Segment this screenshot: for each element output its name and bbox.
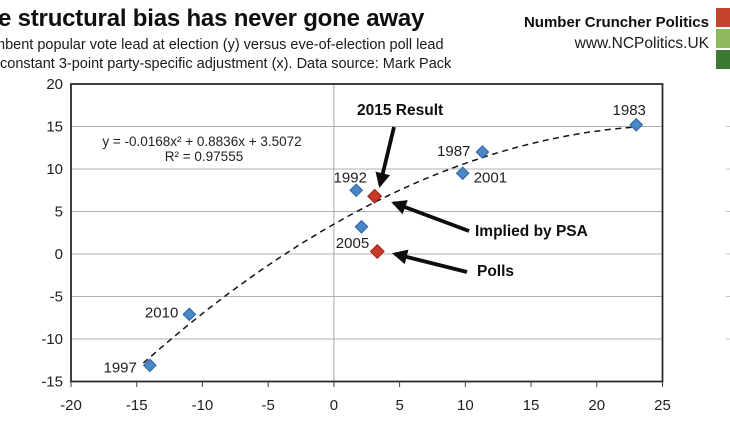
y-tick-label: -15 [41, 374, 63, 391]
trendline [142, 126, 640, 364]
year-label-1992: 1992 [334, 169, 367, 186]
x-tick-label: -5 [261, 397, 274, 414]
data-point-1997 [142, 358, 157, 373]
brand-name: Number Cruncher Politics [523, 14, 709, 31]
brand-url: www.NCPolitics.UK [574, 35, 709, 52]
annotation-arrow-implied-by-psa [391, 200, 470, 233]
x-tick-label: 15 [523, 397, 540, 414]
year-label-1997: 1997 [103, 359, 136, 376]
logo-block-red [716, 8, 730, 27]
x-tick-label: 25 [654, 397, 671, 414]
x-tick-label: -15 [126, 397, 148, 414]
data-point-2010 [182, 307, 197, 322]
year-label-2005: 2005 [336, 235, 369, 252]
annotation-text-2015-result: 2015 Result [357, 102, 443, 119]
y-tick-label: 10 [46, 161, 63, 178]
r-squared-label: R² = 0.97555 [165, 149, 243, 164]
y-tick-label: -10 [41, 331, 63, 348]
y-tick-label: 15 [46, 119, 63, 136]
logo-block-lightgreen [716, 29, 730, 48]
subtitle-text-1: mbent popular vote lead at election (y) … [0, 37, 444, 53]
page-title: e structural bias has never gone away [0, 5, 425, 32]
year-label-1983: 1983 [613, 102, 646, 119]
data-point-2015-result-implied-by-psa [367, 188, 383, 204]
y-tick-label: 20 [46, 76, 63, 93]
logo-block-darkgreen [716, 50, 730, 69]
annotation-text-polls: Polls [477, 263, 514, 280]
chart-subtitle-line1: mbent popular vote lead at election (y) … [0, 37, 560, 53]
subtitle-text-2: constant 3-point party-specific adjustme… [0, 56, 452, 72]
x-tick-label: 20 [588, 397, 605, 414]
annotation-text-implied-by-psa: Implied by PSA [475, 223, 588, 240]
x-tick-label: 5 [395, 397, 403, 414]
data-point-1992 [349, 183, 364, 198]
y-tick-label: -5 [50, 289, 63, 306]
data-point-2005 [354, 219, 369, 234]
x-tick-label: -10 [192, 397, 214, 414]
annotation-arrow-2015-result [375, 126, 396, 188]
y-tick-label: 0 [55, 246, 63, 263]
logo-mark [716, 8, 730, 71]
plot-border [70, 83, 664, 383]
y-tick-label: 5 [55, 204, 63, 221]
data-point-2001 [455, 166, 470, 181]
annotation-arrow-polls [392, 249, 468, 274]
year-label-2010: 2010 [145, 304, 178, 321]
x-tick-label: 10 [457, 397, 474, 414]
x-tick-label: 0 [330, 397, 338, 414]
data-point-1983 [629, 117, 644, 132]
data-point-1987 [475, 145, 490, 159]
year-label-2001: 2001 [474, 169, 507, 186]
x-tick-label: -20 [60, 397, 82, 414]
equation-label: y = -0.0168x² + 0.8836x + 3.5072 [102, 134, 301, 149]
year-label-1987: 1987 [437, 143, 470, 160]
data-point-polls [369, 243, 385, 259]
chart-subtitle-line2: constant 3-point party-specific adjustme… [0, 56, 560, 72]
